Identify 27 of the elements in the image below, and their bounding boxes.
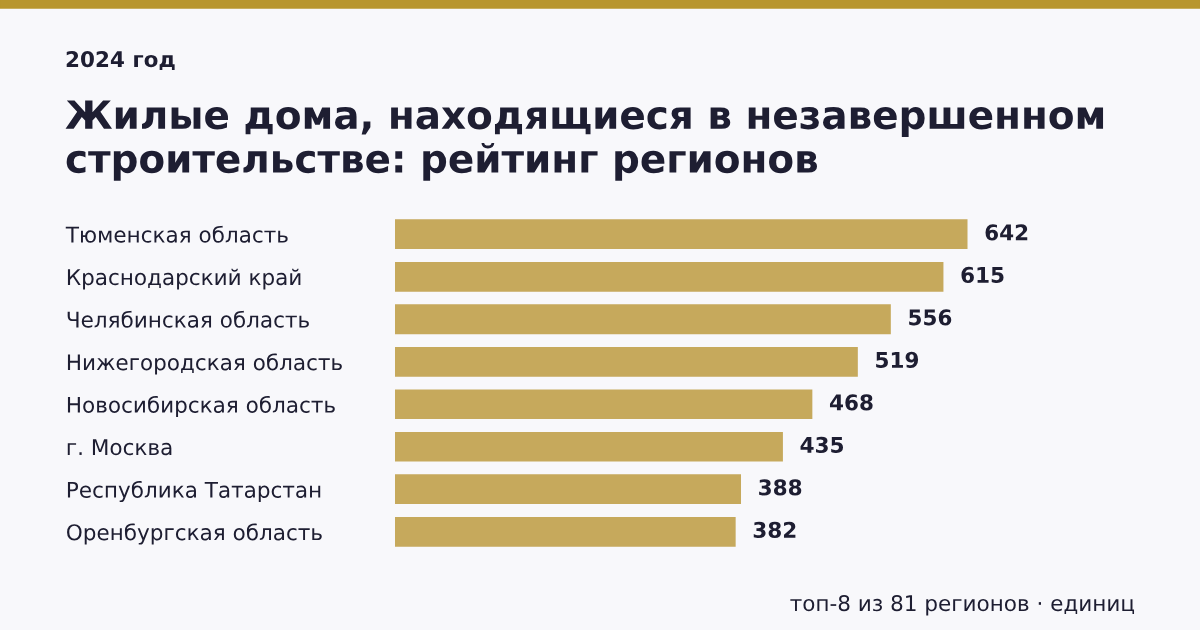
bar xyxy=(395,389,813,420)
data-label: 382 xyxy=(753,521,796,538)
y-tick-label: Нижегородская область xyxy=(67,353,342,375)
data-label: 615 xyxy=(961,266,1004,283)
bar xyxy=(395,219,968,250)
bar xyxy=(395,474,742,505)
data-label: 468 xyxy=(829,394,873,411)
y-tick-label: Челябинская область xyxy=(67,310,309,328)
bar xyxy=(395,516,736,547)
y-tick-label: Новосибирская область xyxy=(67,395,335,418)
text: топ-8 из 81 регионов · единиц xyxy=(790,594,1135,616)
data-label: 642 xyxy=(985,224,1028,241)
y-tick-label: Тюменская область xyxy=(65,225,288,243)
chart-title: Жилые дома, находящиеся в незавершенном строительстве: рейтинг регионов xyxy=(65,100,1104,181)
text: 2024 год xyxy=(66,50,175,70)
data-label: 388 xyxy=(759,479,802,496)
bar xyxy=(395,304,891,335)
bar xyxy=(395,261,944,292)
y-tick-label: Краснодарский край xyxy=(67,268,301,290)
bar xyxy=(395,431,783,462)
y-tick-label: Республика Татарстан xyxy=(67,480,321,503)
y-tick-label: Оренбургская область xyxy=(67,523,322,545)
data-label: 556 xyxy=(909,309,952,326)
y-tick-label: г. Москва xyxy=(67,439,172,456)
data-label: 435 xyxy=(800,436,844,453)
data-label: 519 xyxy=(876,351,919,368)
bar xyxy=(395,346,858,377)
